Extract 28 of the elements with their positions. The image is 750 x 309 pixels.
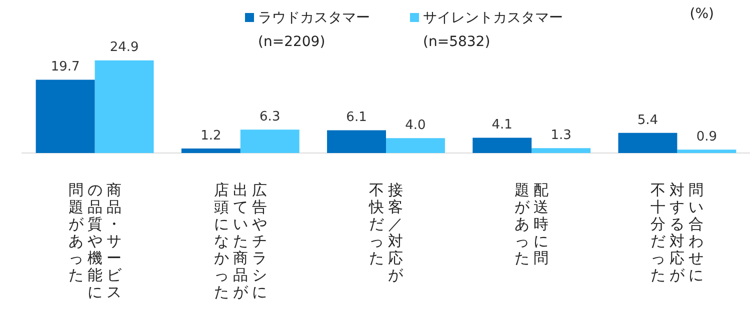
category-label: 接客／対応が不快だった <box>369 181 403 284</box>
bar <box>618 132 678 153</box>
bar <box>181 148 240 153</box>
category-label: 商品・サービスの品質や機能に問題があった <box>68 181 122 301</box>
data-label: 1.3 <box>550 128 572 144</box>
text: (%) <box>690 6 714 22</box>
bar <box>532 148 591 153</box>
category-label: 広告やチラシに出ていた商品が店頭になかった <box>214 181 267 301</box>
bar <box>94 60 154 153</box>
data-label: 1.2 <box>200 128 222 144</box>
data-label: 0.9 <box>696 130 718 145</box>
bar <box>677 150 736 153</box>
bar <box>472 138 532 153</box>
category-label: 問い合わせに対する対応が不十分だった <box>650 181 704 284</box>
data-label: 24.9 <box>110 40 139 56</box>
data-label: 6.3 <box>260 109 280 124</box>
legend-label: サイレントカスタマー (n=5832) <box>423 9 563 52</box>
data-label: 4.1 <box>492 118 512 133</box>
bar <box>327 130 386 153</box>
bar <box>386 138 445 153</box>
bar <box>240 130 300 153</box>
legend-label: ラウドカスタマー (n=2209) <box>258 9 370 52</box>
data-label: 4.0 <box>405 118 426 133</box>
category-label: 配送時に問題があった <box>514 181 549 267</box>
data-label: 19.7 <box>50 60 80 75</box>
bar <box>36 80 95 153</box>
data-label: 6.1 <box>346 110 367 126</box>
data-label: 5.4 <box>637 112 658 128</box>
